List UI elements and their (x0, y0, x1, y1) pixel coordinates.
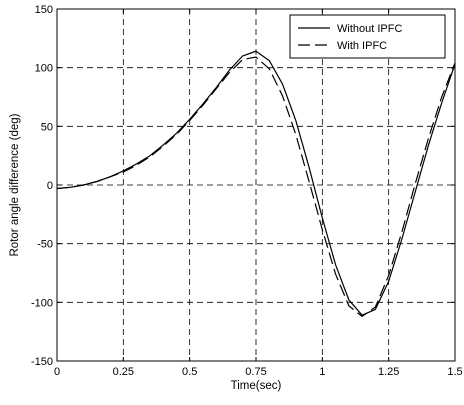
y-tick-label: -50 (37, 239, 53, 251)
legend-box (289, 14, 446, 59)
y-axis-label: Rotor angle difference (deg) (9, 113, 21, 256)
y-tick-label: 50 (41, 121, 53, 133)
x-tick-label: 0.25 (113, 366, 134, 378)
legend-label: Without IPFC (337, 23, 402, 35)
x-tick-label: 0 (54, 366, 60, 378)
y-tick-label: 100 (35, 63, 53, 75)
y-tick-label: -100 (31, 297, 53, 309)
series-line-with-ipfc (56, 56, 456, 317)
axis-ticks: 0 0.25 0.5 0.75 1 1.25 1.5 -150 -100 -50 0 50 100 150 (31, 4, 463, 378)
x-tick-label: 1.25 (378, 366, 399, 378)
series-line-without-ipfc (56, 50, 456, 316)
y-tick-label: 150 (35, 4, 53, 16)
x-axis-label: Time(sec) (231, 380, 282, 392)
x-tick-label: 0.75 (245, 366, 266, 378)
y-tick-label: 0 (47, 180, 53, 192)
series-lines (56, 50, 456, 317)
x-tick-label: 1.5 (447, 366, 462, 378)
x-tick-label: 0.5 (182, 366, 197, 378)
legend: Without IPFC With IPFC (289, 14, 446, 59)
legend-label: With IPFC (337, 40, 387, 52)
grid (57, 9, 455, 361)
x-tick-label: 1 (319, 366, 325, 378)
y-tick-label: -150 (31, 356, 53, 368)
